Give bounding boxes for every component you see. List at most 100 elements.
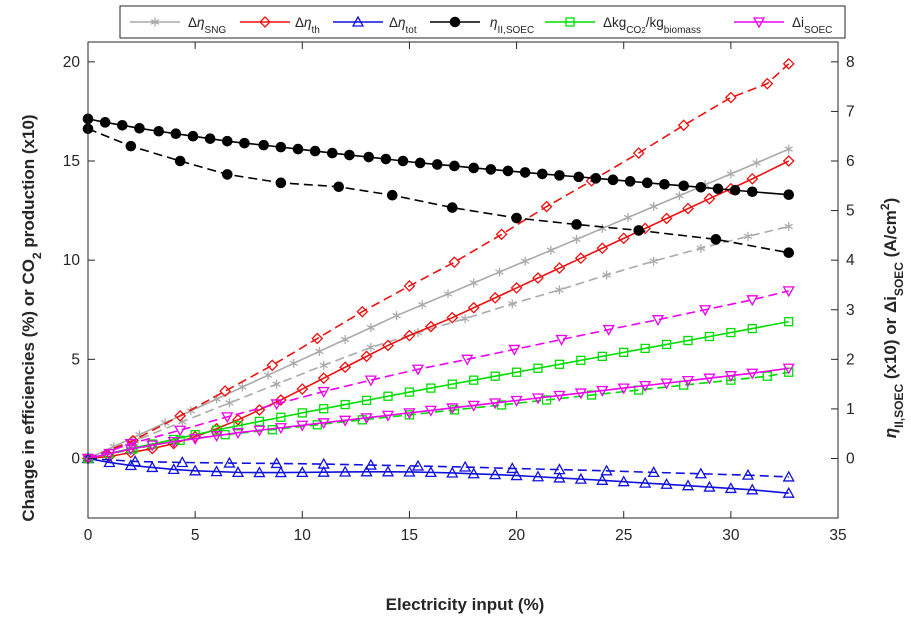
series-tot-solid-point <box>231 466 245 478</box>
series-ii-soec-solid-line <box>87 118 789 196</box>
series-th-dashed-point-shape <box>174 409 187 422</box>
series-th-solid-point-shape <box>274 394 287 406</box>
series-th-solid-point-shape <box>510 282 523 294</box>
series-isoec-solid-point-shape <box>782 363 795 375</box>
series-tot-solid-point-shape <box>210 465 223 477</box>
series-kgco2-kgbiomass-solid-point <box>383 391 393 401</box>
series-isoec-solid-point <box>489 398 502 410</box>
series-th-dashed-point-shape <box>403 280 416 292</box>
series-kgco2-kgbiomass-solid-point <box>597 351 607 362</box>
legend-symbol-th <box>240 16 290 28</box>
series-ii-soec-solid-point <box>468 162 480 174</box>
series-kgco2-kgbiomass-solid-point-shape <box>683 335 693 346</box>
series-isoec-dashed-point-shape <box>174 425 187 437</box>
series-isoec-solid-point <box>782 363 795 375</box>
series-isoec-dashed-point <box>364 375 377 387</box>
series-th-dashed-point <box>495 228 508 241</box>
series-isoec-dashed-point <box>461 354 474 366</box>
series-isoec-solid-point-shape <box>360 413 373 425</box>
series-isoec-dashed-point-shape <box>124 438 137 450</box>
series-sng-solid-point <box>546 245 556 255</box>
y-left-tick-label: 0 <box>71 451 80 468</box>
series-sng-dashed-point-stroke <box>696 245 706 252</box>
y-right-tick-label: 4 <box>846 252 855 269</box>
series-sng-dashed-point-stroke <box>319 362 328 369</box>
series-isoec-solid-point-shape <box>274 423 287 435</box>
series-ii-soec-dashed-point-shape <box>446 202 458 213</box>
series-ii-soec-solid-point-shape <box>363 151 375 163</box>
series-tot-dashed-point-shape <box>459 460 472 472</box>
series-tot-dashed-point <box>600 464 613 476</box>
series-th-solid-point-shape <box>360 350 373 363</box>
series-th-dashed-point <box>677 119 690 132</box>
series-ii-soec-solid-point <box>536 168 548 180</box>
series-isoec-dashed-point-shape <box>317 386 330 398</box>
series-isoec-solid-point <box>724 371 737 383</box>
series-th-solid-point-shape <box>124 446 137 459</box>
series-th-solid-point <box>596 242 609 255</box>
series-isoec-dashed-point-shape <box>746 295 759 307</box>
series-kgco2-kgbiomass-solid-point-shape <box>233 421 243 431</box>
series-isoec-solid-point-shape <box>381 410 395 422</box>
series-sng-solid-point <box>675 191 684 201</box>
series-tot-solid-point <box>189 464 202 476</box>
series-ii-soec-dashed-point <box>174 155 186 167</box>
series-isoec-dashed-point-shape <box>555 334 568 346</box>
series-ii-soec-solid-point <box>275 141 287 153</box>
series-kgco2-kgbiomass-solid-point <box>233 421 243 431</box>
series-isoec-solid-point-shape <box>681 376 695 387</box>
series-th-solid-point <box>446 311 459 324</box>
series-ii-soec-solid-point <box>590 173 602 184</box>
series-kgco2-kgbiomass-dashed-point-shape <box>541 395 552 405</box>
series-ii-soec-solid-point-shape <box>746 186 758 198</box>
series-kgco2-kgbiomass-solid-point-shape <box>640 343 650 354</box>
series-ii-soec-solid-point <box>485 164 497 175</box>
series-kgco2-kgbiomass-solid-point-shape <box>447 379 457 389</box>
series-ii-soec-dashed-point <box>710 234 722 245</box>
series-ii-soec-solid-point <box>99 117 111 128</box>
series-tot-solid-point-shape <box>424 466 437 478</box>
series-tot-dashed-point-shape <box>317 457 330 469</box>
series-th-solid-point-shape <box>553 262 566 275</box>
series-tot-solid-point-shape <box>724 482 737 494</box>
legend-symbol-sng <box>130 17 180 27</box>
series-ii-soec-solid-point-shape <box>275 141 287 153</box>
series-sng-dashed-point <box>366 342 376 352</box>
series-isoec-solid-point <box>681 376 695 387</box>
series-ii-soec-solid-point <box>431 159 443 170</box>
series-isoec-solid-point-shape <box>253 425 266 437</box>
series-isoec-dashed-point-shape <box>508 344 521 356</box>
series-isoec-dashed-point-shape <box>364 375 377 387</box>
series-tot-solid-point-shape <box>296 466 309 478</box>
series-ii-soec-solid-point-shape <box>624 176 636 187</box>
series-sng-solid-point-stroke <box>238 384 247 390</box>
series-isoec-solid-point <box>553 390 566 402</box>
series-sng-solid-point-stroke <box>263 372 273 379</box>
series-isoec-solid <box>81 363 795 465</box>
series-ii-soec-solid-point <box>502 165 514 177</box>
series-ii-soec-solid-point-shape <box>468 162 480 174</box>
series-isoec-dashed-point <box>746 295 759 307</box>
legend-symbol-sng-marker <box>150 17 160 27</box>
series-ii-soec-dashed-point <box>125 140 137 152</box>
series-kgco2-kgbiomass-solid-point <box>254 416 265 427</box>
series-isoec-solid-point-shape <box>167 436 180 448</box>
y-right-tick-label: 7 <box>846 103 855 120</box>
series-isoec-solid-point-shape <box>660 378 673 390</box>
series-isoec-solid-point-shape <box>596 385 609 397</box>
series-th-solid-point-shape <box>232 413 244 426</box>
y-left-tick-label: 20 <box>63 54 81 71</box>
series-th-solid-point <box>617 232 630 245</box>
series-ii-soec-solid-point-shape <box>590 173 602 184</box>
series-tot-solid-point <box>103 456 116 468</box>
series-sng-solid-point <box>160 418 170 428</box>
series-tot-dashed-point-shape <box>129 455 142 467</box>
series-kgco2-kgbiomass-solid-point-shape <box>297 408 307 418</box>
series-tot-dashed-point <box>553 463 566 475</box>
series-isoec-solid-point <box>274 423 287 435</box>
legend-symbol-kgco2-kgbiomass-marker-shape <box>565 17 575 27</box>
series-tot-solid-point <box>467 467 480 479</box>
series-tot-solid-point <box>296 466 309 478</box>
tick-layer: 0 5 10 15 20 25 30 35 0 5 10 15 20 0 1 2 3 4 5 6 7 8 <box>63 42 855 544</box>
series-th-solid-point-shape <box>467 301 480 314</box>
